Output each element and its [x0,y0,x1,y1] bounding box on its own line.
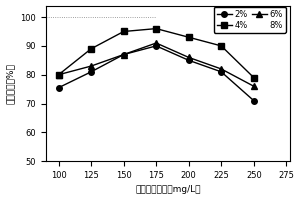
6% [252,85,256,87]
6% [187,56,190,59]
4% [89,48,93,50]
6% [89,65,93,67]
6% [220,68,223,70]
Y-axis label: 砖体浮率（%）: 砖体浮率（%） [6,63,15,104]
4% [252,76,256,79]
Line: 2%: 2% [56,43,256,103]
2% [57,86,60,89]
Line: 4%: 4% [56,26,256,80]
4% [57,74,60,76]
2% [220,71,223,73]
Line: 6%: 6% [56,40,256,89]
4% [122,30,125,33]
6% [154,42,158,44]
X-axis label: 疏水单体含量（mg/L）: 疏水单体含量（mg/L） [135,185,201,194]
6% [57,74,60,76]
4% [154,27,158,30]
4% [220,45,223,47]
2% [154,45,158,47]
2% [89,71,93,73]
Legend: 2%, 4%, 6%, 8%: 2%, 4%, 6%, 8% [214,7,286,33]
6% [122,53,125,56]
2% [122,53,125,56]
2% [252,99,256,102]
4% [187,36,190,38]
2% [187,59,190,62]
